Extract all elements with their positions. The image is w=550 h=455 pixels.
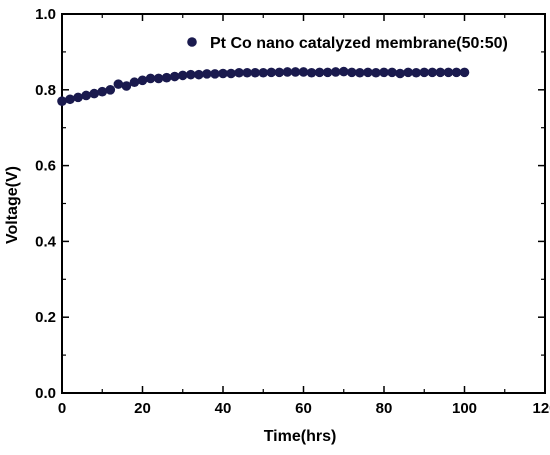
x-axis-label: Time(hrs) [264,428,337,445]
data-point [218,68,228,79]
legend-label: Pt Co nano catalyzed membrane(50:50) [210,35,508,52]
data-point [330,67,341,77]
data-point [250,67,260,78]
data-point [338,66,349,77]
data-point [73,92,83,103]
data-point [65,94,75,105]
data-point [419,67,430,78]
data-point [363,67,373,78]
data-point [81,90,91,101]
data-point [347,67,357,78]
data-point [242,67,252,78]
data-point [306,67,317,78]
data-point [145,73,156,84]
data-point [57,96,67,106]
x-tick-label: 80 [376,400,393,417]
data-point [282,67,293,77]
y-axis-label: Voltage(V) [4,166,21,244]
data-point [427,67,438,78]
data-point [403,67,413,78]
data-point [266,67,277,78]
data-point [234,67,244,78]
data-point [153,73,164,84]
legend-marker [187,37,197,47]
data-point [258,67,269,78]
data-point [379,67,389,78]
data-point [226,68,236,79]
y-tick-label: 0.6 [35,158,56,175]
data-point [105,85,116,95]
data-point [121,81,132,91]
x-tick-label: 40 [215,400,232,417]
data-points [57,66,470,106]
x-tick-label: 20 [134,400,151,417]
y-tick-label: 0.4 [35,233,57,250]
data-point [355,67,365,78]
y-tick-label: 0.0 [35,385,56,402]
data-point [387,67,397,78]
x-tick-label: 0 [58,400,66,417]
data-point [194,69,204,80]
data-point [322,67,333,78]
x-tick-label: 60 [295,400,312,417]
data-point [395,68,405,79]
data-point [97,86,108,97]
data-point [129,77,140,88]
x-tick-label: 120 [532,400,550,417]
data-point [210,69,220,79]
data-point [186,69,196,80]
data-point [443,67,454,78]
data-point [169,71,180,82]
legend: Pt Co nano catalyzed membrane(50:50) [187,35,508,52]
data-point [459,67,470,78]
data-point [177,70,188,81]
data-point [314,67,325,78]
y-tick-label: 0.2 [35,309,56,326]
data-point [435,67,446,78]
data-point [137,75,148,86]
data-point [274,67,285,78]
x-tick-label: 100 [452,400,477,417]
data-point [161,72,172,83]
data-point [89,88,99,99]
data-point [451,67,462,78]
data-point [411,67,422,78]
data-point [202,69,212,79]
data-point [290,67,301,77]
y-tick-label: 1.0 [35,6,56,23]
data-point [113,79,124,89]
data-point [371,67,381,78]
y-tick-label: 0.8 [35,82,56,99]
data-point [298,67,309,77]
ticks: 0 20 40 60 80 100 120 0.0 0.2 0.4 0.6 0.8 1.0 [35,6,550,417]
